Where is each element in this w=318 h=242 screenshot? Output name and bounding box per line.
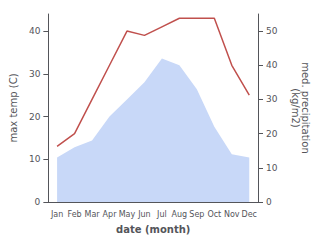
svg-text:Dec: Dec [242,210,257,219]
svg-text:0: 0 [35,197,41,207]
svg-text:Nov: Nov [224,210,240,219]
svg-text:50: 50 [266,26,278,36]
svg-text:Mar: Mar [84,210,100,219]
svg-text:date (month): date (month) [116,224,190,235]
svg-text:Aug: Aug [172,210,188,219]
svg-text:Sep: Sep [189,210,204,219]
svg-text:max temp (C): max temp (C) [8,73,19,142]
svg-text:30: 30 [29,69,41,79]
svg-text:40: 40 [29,26,41,36]
svg-text:0: 0 [266,197,272,207]
svg-text:Feb: Feb [67,210,81,219]
svg-text:Apr: Apr [103,210,118,219]
svg-text:Jul: Jul [156,210,167,219]
svg-text:20: 20 [266,129,278,139]
svg-text:Jan: Jan [50,210,63,219]
svg-text:Jun: Jun [137,210,151,219]
svg-text:(kg/m2): (kg/m2) [290,88,301,128]
svg-text:Oct: Oct [207,210,221,219]
svg-text:20: 20 [29,112,41,122]
svg-text:40: 40 [266,60,278,70]
svg-text:May: May [119,210,136,219]
svg-text:10: 10 [266,163,278,173]
svg-text:30: 30 [266,94,278,104]
svg-text:10: 10 [29,154,41,164]
svg-text:med. precipitation: med. precipitation [299,62,311,154]
